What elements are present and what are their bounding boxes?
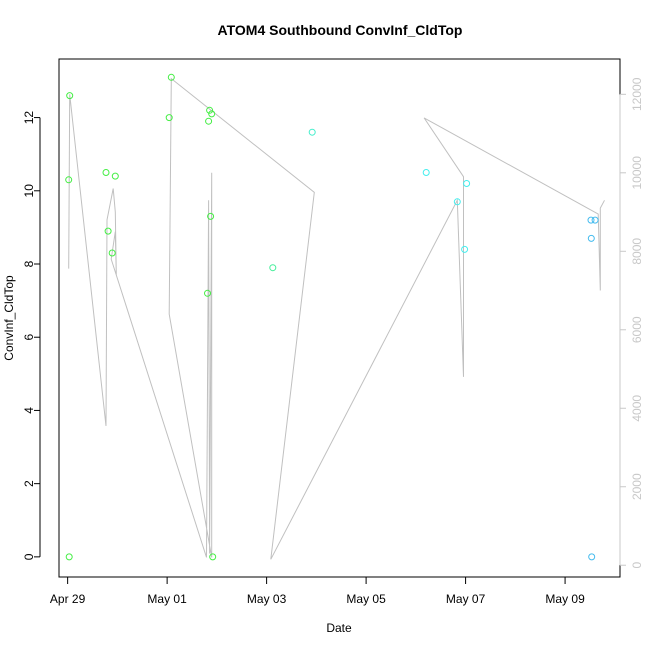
data-point [461,245,469,253]
data-point [208,110,216,118]
line-path [68,77,605,560]
data-point [65,553,73,561]
x-tick-label: May 07 [446,592,486,606]
data-point [269,264,277,272]
y-tick-label: 0 [22,553,36,560]
x-axis-title: Date [326,621,352,635]
data-point [207,212,215,220]
x-tick-label: Apr 29 [50,592,86,606]
y-tick-label: 4 [22,407,36,414]
data-point [591,216,599,224]
data-point [453,198,461,206]
y-tick-label: 10 [22,184,36,198]
data-point [104,227,112,235]
data-point [587,216,595,224]
chart-title: ATOM4 Southbound ConvInf_CldTop [218,22,463,38]
y-tick-label-right: 2000 [630,473,644,500]
x-tick-label: May 01 [147,592,187,606]
x-tick-label: May 05 [346,592,386,606]
y-axis-title: ConvInf_CldTop [2,275,16,361]
data-point [587,234,595,242]
x-tick-label: May 03 [247,592,287,606]
data-point [209,553,217,561]
y-tick-label: 12 [22,111,36,125]
data-point [308,128,316,136]
data-point [167,73,175,81]
data-point [65,176,73,184]
data-point [463,180,471,187]
data-point [422,169,430,176]
y-tick-label-right: 12000 [630,77,644,111]
y-tick-label-right: 6000 [630,316,644,343]
line-series [68,77,605,560]
y-tick-label-right: 4000 [630,395,644,422]
data-point [102,169,110,176]
y-tick-label-right: 10000 [630,156,644,190]
data-point [588,553,596,561]
plot-frame [58,58,621,578]
y-tick-label: 2 [22,480,36,487]
y-tick-label: 6 [22,334,36,341]
x-tick-label: May 09 [545,592,585,606]
point-series [65,73,599,561]
data-point [108,249,116,257]
data-point [111,172,119,180]
y-tick-label: 8 [22,260,36,267]
data-point [206,106,214,114]
data-point [165,114,173,122]
x-axis: Apr 29 May 01 May 03 May 05 May 07 May 09 [50,576,585,606]
data-point [66,92,74,100]
y-axis-right: 0 2000 4000 6000 8000 10000 12000 [619,77,644,569]
y-axis-left: 0 2 4 6 8 10 12 [22,111,41,560]
data-point [205,117,213,125]
data-point [204,289,211,297]
y-tick-label-right: 0 [630,562,644,569]
y-tick-label-right: 8000 [630,238,644,265]
